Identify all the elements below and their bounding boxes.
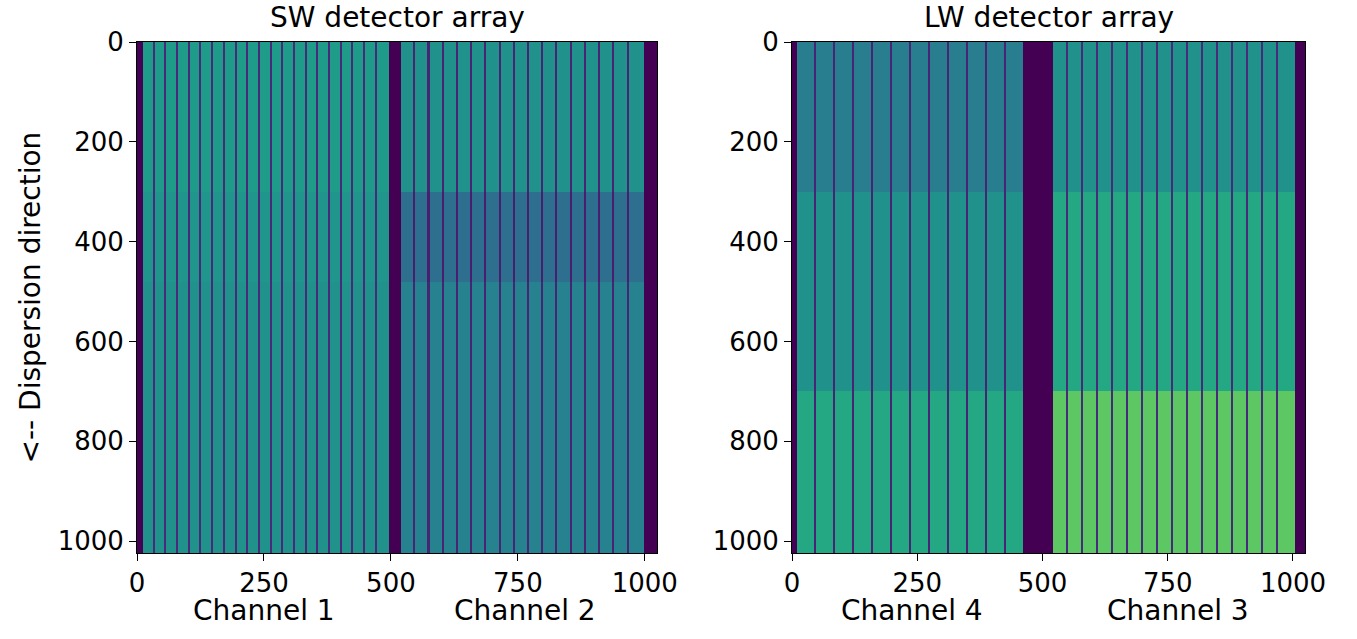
svg-text:250: 250 [239,568,289,598]
svg-text:LW detector array: LW detector array [924,1,1174,34]
svg-text:1000: 1000 [58,526,124,556]
svg-text:400: 400 [729,227,779,257]
svg-text:500: 500 [1018,568,1068,598]
svg-text:1000: 1000 [1260,568,1326,598]
svg-text:0: 0 [762,27,779,57]
svg-text:Channel 4: Channel 4 [841,594,983,627]
svg-text:800: 800 [74,426,124,456]
svg-text:750: 750 [1143,568,1193,598]
svg-text:200: 200 [729,127,779,157]
svg-text:SW detector array: SW detector array [270,1,525,34]
svg-text:Channel 3: Channel 3 [1107,594,1249,627]
svg-text:<-- Dispersion direction: <-- Dispersion direction [14,132,47,464]
svg-text:600: 600 [74,327,124,357]
svg-text:500: 500 [366,568,416,598]
svg-text:200: 200 [74,127,124,157]
svg-text:0: 0 [784,568,801,598]
svg-text:Channel 2: Channel 2 [454,594,596,627]
svg-text:250: 250 [892,568,942,598]
svg-text:Channel 1: Channel 1 [193,594,335,627]
svg-text:0: 0 [107,27,124,57]
svg-text:400: 400 [74,227,124,257]
svg-text:600: 600 [729,327,779,357]
svg-text:0: 0 [129,568,146,598]
svg-text:1000: 1000 [713,526,779,556]
svg-text:1000: 1000 [612,568,678,598]
svg-text:750: 750 [493,568,543,598]
svg-text:800: 800 [729,426,779,456]
